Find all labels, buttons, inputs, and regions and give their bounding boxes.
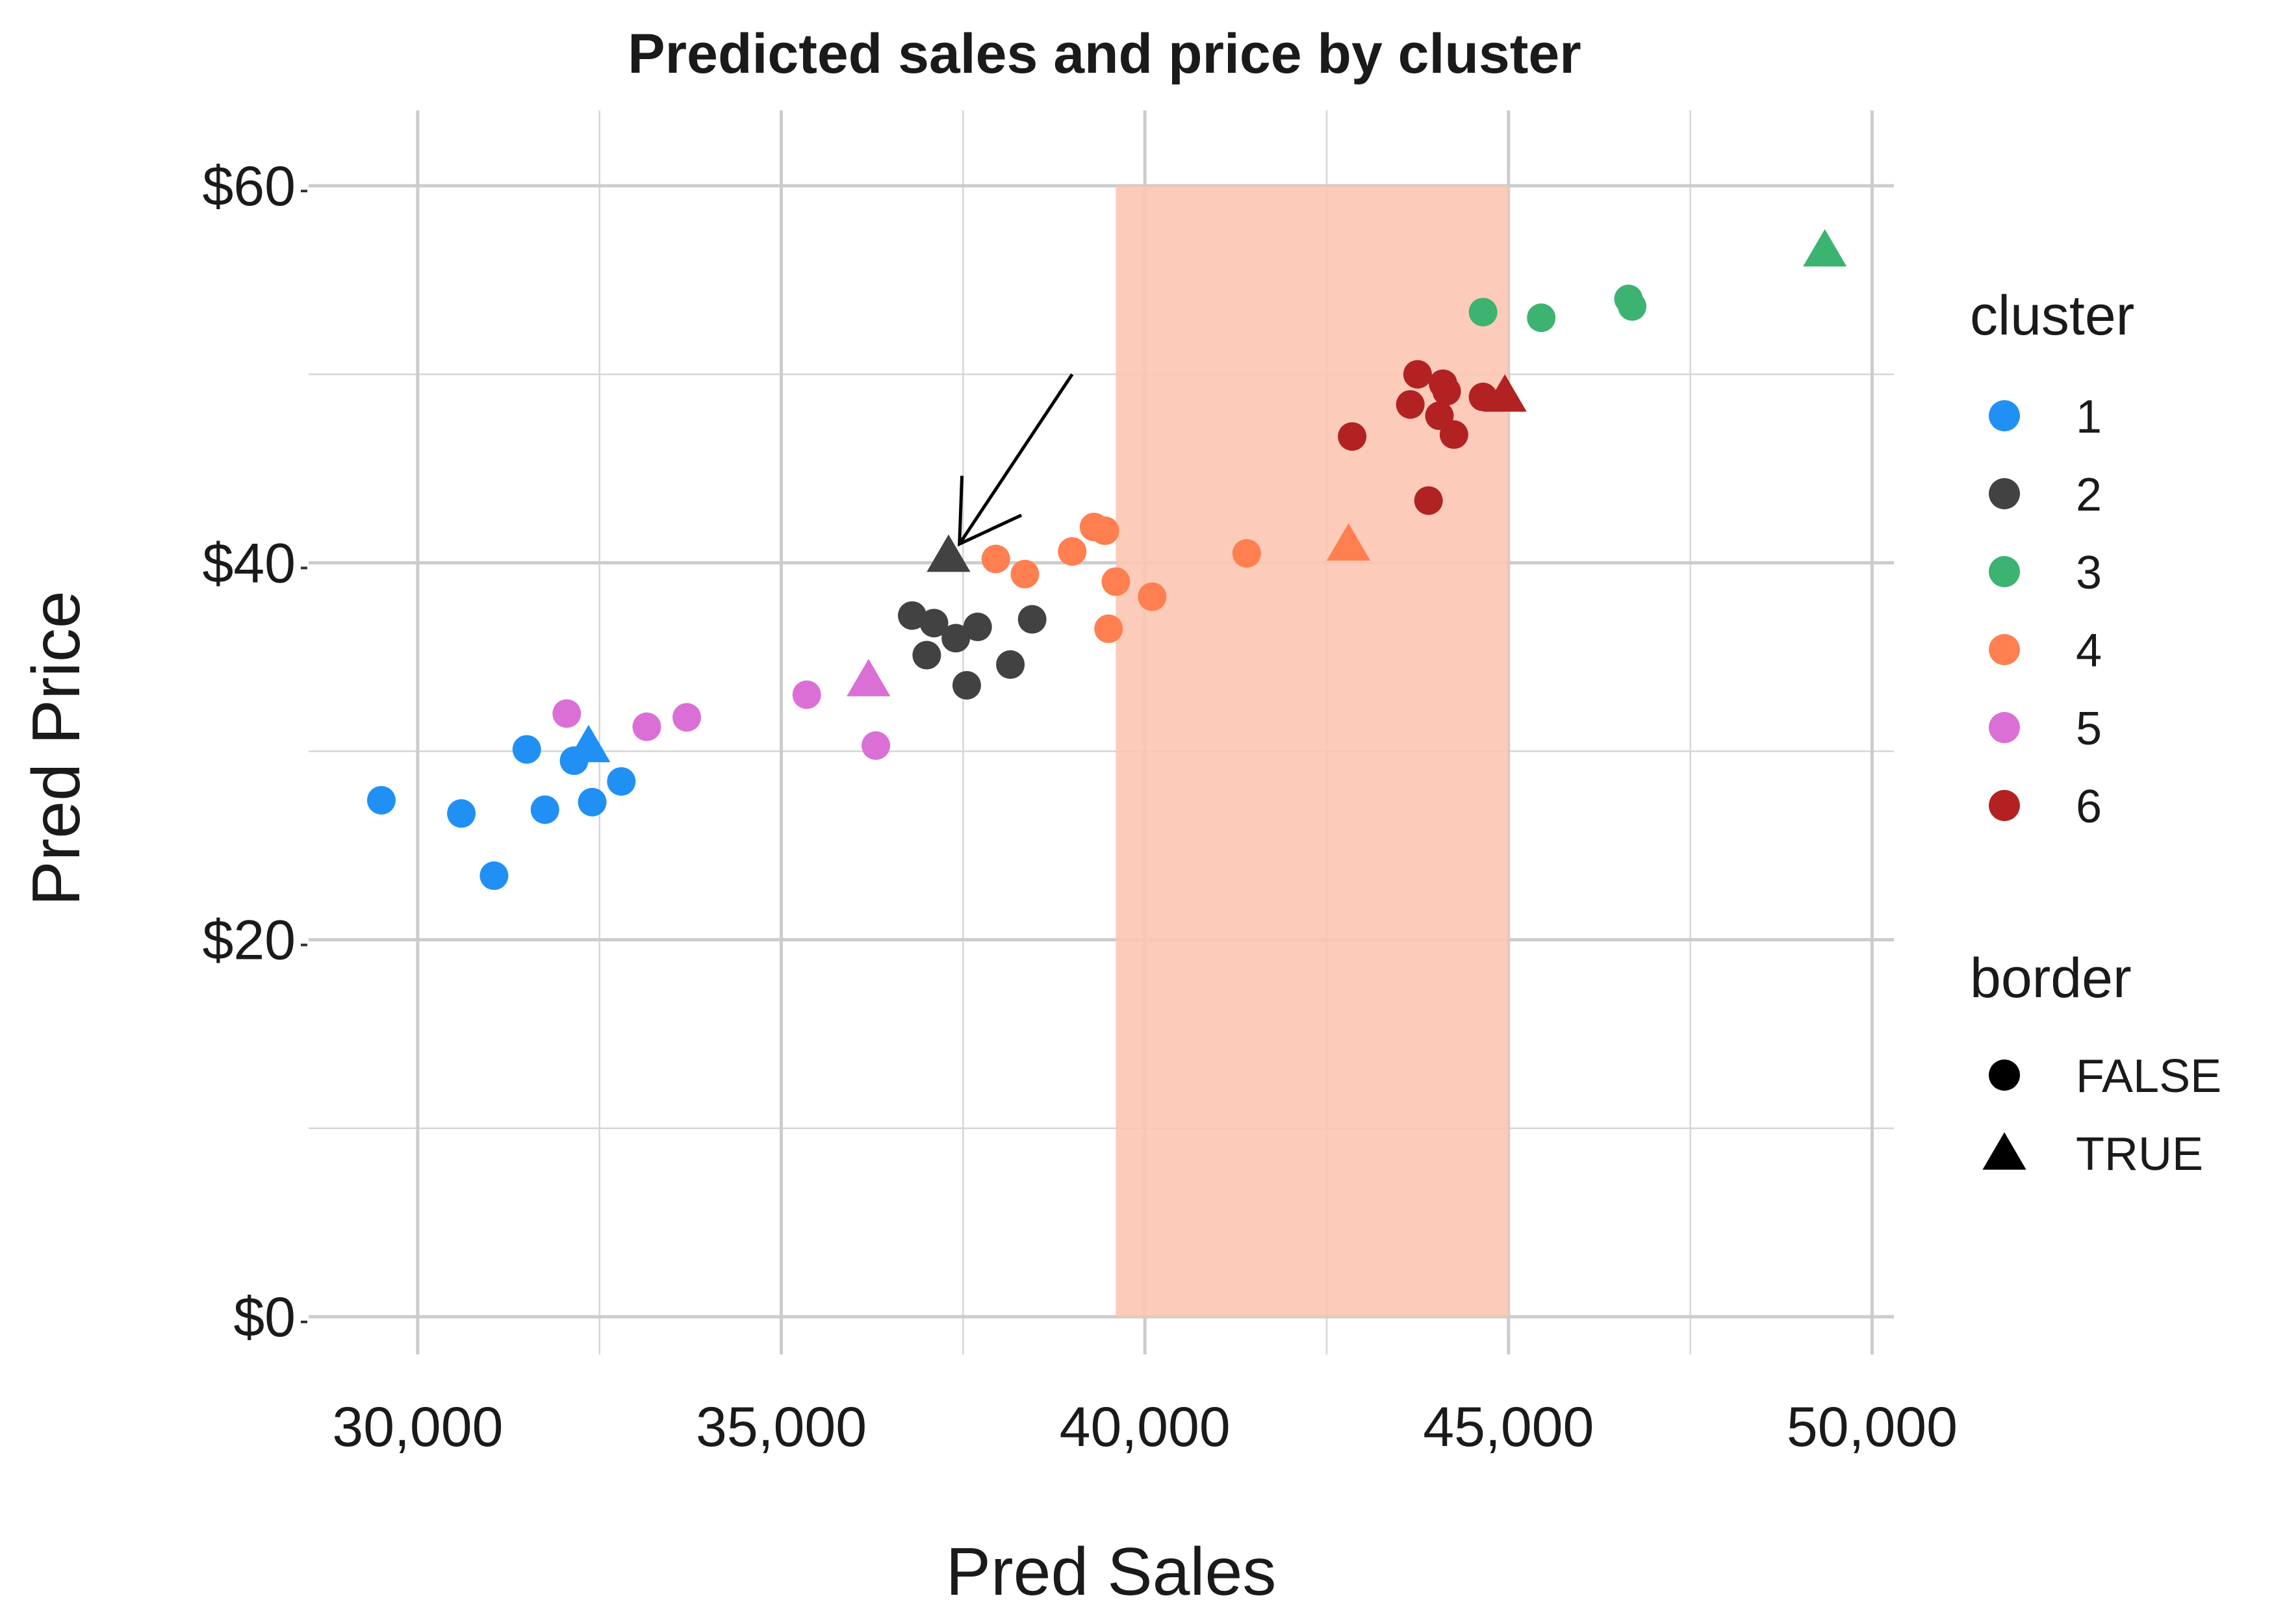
legend-label-cluster: 1 xyxy=(2076,391,2102,443)
legend-border-title: border xyxy=(1970,947,2132,1009)
data-point-triangle xyxy=(1326,523,1371,561)
y-axis-title: Pred Price xyxy=(19,590,94,906)
data-point-triangle xyxy=(926,534,971,572)
plot-grid xyxy=(309,110,1894,1354)
y-tick-label: $60 xyxy=(203,155,296,218)
data-point-triangle xyxy=(1483,374,1527,412)
legend-key-cluster xyxy=(1989,478,2020,509)
y-axis: $0 $20 $40 $60 xyxy=(203,155,307,1349)
legend-label-border: TRUE xyxy=(2076,1128,2203,1180)
data-points xyxy=(366,229,1847,891)
legend-label-cluster: 5 xyxy=(2076,703,2102,755)
legend-label-cluster: 2 xyxy=(2076,469,2102,521)
data-point-circle xyxy=(862,731,891,760)
legend-key-cluster xyxy=(1989,556,2020,587)
data-point-circle xyxy=(912,641,941,670)
data-point-circle xyxy=(512,735,541,764)
data-point-circle xyxy=(607,767,636,796)
data-point-circle xyxy=(1414,486,1443,515)
legend-key-cluster xyxy=(1989,712,2020,743)
data-point-circle xyxy=(447,799,476,828)
legend-key-border xyxy=(1982,1132,2026,1170)
legend-label-border: FALSE xyxy=(2076,1050,2221,1102)
data-point-circle xyxy=(672,703,702,732)
legend-key-cluster xyxy=(1989,634,2020,665)
chart-title: Predicted sales and price by cluster xyxy=(628,23,1581,85)
legend-cluster: cluster 1 2 3 4 5 6 xyxy=(1970,285,2134,833)
legend-border: border FALSE TRUE xyxy=(1970,947,2221,1180)
data-point-circle xyxy=(996,650,1025,679)
data-point-circle xyxy=(1403,360,1432,389)
legend-key-border xyxy=(1989,1059,2020,1091)
x-axis-title: Pred Sales xyxy=(946,1534,1277,1610)
data-point-circle xyxy=(1527,303,1556,333)
x-tick-label: 35,000 xyxy=(696,1396,867,1458)
data-point-circle xyxy=(792,680,821,709)
data-point-circle xyxy=(1618,292,1647,321)
x-tick-label: 40,000 xyxy=(1060,1396,1231,1458)
data-point-circle xyxy=(1017,605,1047,634)
data-point-circle xyxy=(919,609,949,638)
data-point-circle xyxy=(479,861,509,891)
data-point-circle xyxy=(578,787,607,817)
x-tick-label: 30,000 xyxy=(332,1396,503,1458)
data-point-circle xyxy=(952,670,981,700)
data-point-circle xyxy=(1338,422,1367,451)
y-tick-label: $40 xyxy=(203,532,296,594)
legend-label-cluster: 3 xyxy=(2076,547,2102,599)
legend-key-cluster xyxy=(1989,790,2020,821)
data-point-circle xyxy=(1468,298,1498,327)
data-point-circle xyxy=(941,624,971,653)
data-point-circle xyxy=(552,699,581,728)
data-point-circle xyxy=(1439,420,1468,450)
data-point-triangle xyxy=(1803,229,1847,267)
data-point-circle xyxy=(530,795,559,824)
data-point-circle xyxy=(1010,559,1040,589)
data-point-circle xyxy=(1094,614,1123,643)
data-point-circle xyxy=(981,544,1010,574)
y-tick-label: $20 xyxy=(203,909,296,972)
data-point-circle xyxy=(1396,390,1425,419)
data-point-circle xyxy=(1058,537,1087,566)
x-tick-label: 50,000 xyxy=(1787,1396,1958,1458)
arrow-shaft xyxy=(958,373,1074,545)
data-point-circle xyxy=(963,613,992,642)
data-point-circle xyxy=(1101,567,1131,596)
data-point-circle xyxy=(1432,377,1461,406)
legend-key-cluster xyxy=(1989,400,2020,431)
y-tick-label: $0 xyxy=(233,1286,296,1349)
data-point-circle xyxy=(1090,516,1119,546)
legend-cluster-title: cluster xyxy=(1970,285,2134,347)
data-point-circle xyxy=(1232,539,1261,568)
arrow-head xyxy=(958,476,1023,547)
data-point-circle xyxy=(366,785,396,815)
data-point-circle xyxy=(632,712,661,741)
data-point-triangle xyxy=(847,659,891,696)
x-tick-label: 45,000 xyxy=(1423,1396,1594,1458)
data-point-circle xyxy=(1138,582,1167,611)
data-point-triangle xyxy=(567,724,611,763)
data-point-circle xyxy=(897,601,926,630)
annotation-arrow xyxy=(958,373,1074,547)
legend-label-cluster: 6 xyxy=(2076,781,2102,833)
legend-label-cluster: 4 xyxy=(2076,625,2102,677)
x-axis: 30,000 35,000 40,000 45,000 50,000 xyxy=(332,1396,1958,1458)
highlight-region xyxy=(1116,186,1509,1317)
